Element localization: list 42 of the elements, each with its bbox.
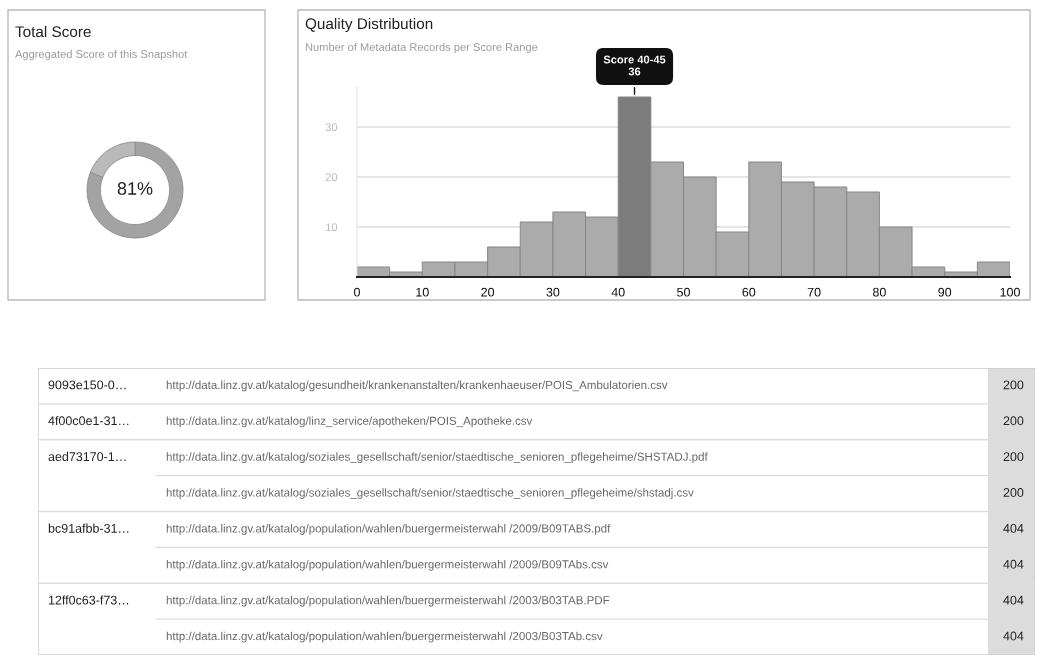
data-label: 200	[1003, 488, 1024, 497]
category-label: 9093e150-0…	[48, 380, 126, 390]
chart-subtitle: Aggregated Score of this Snapshot	[15, 49, 188, 61]
category-label: bc91afbb-31…	[48, 523, 129, 533]
x-tick-label: 40	[611, 287, 625, 297]
text: http://data.linz.gv.at/katalog/soziales_gesellschaft/senior/staedtische_senioren_pflegeheime/SHSTADJ.pdf	[166, 452, 708, 464]
chart-title: Total Score	[15, 25, 91, 38]
x-tick-label: 60	[742, 287, 756, 297]
x-tick-label: 20	[481, 287, 495, 297]
text: 81%	[117, 182, 153, 195]
data-label: 200	[1003, 452, 1024, 462]
text: http://data.linz.gv.at/katalog/population/wahlen/buergermeisterwahl /2009/B09TABS.pdf	[166, 524, 611, 535]
y-tick-label: 20	[325, 173, 338, 182]
data-label: 404	[1003, 559, 1024, 569]
x-tick-label: 0	[354, 287, 360, 297]
text: http://data.linz.gv.at/katalog/soziales_gesellschaft/senior/staedtische_senioren_pflegeheime/shstadj.csv	[166, 488, 694, 499]
data-label: 200	[1003, 416, 1024, 426]
text: http://data.linz.gv.at/katalog/population/wahlen/buergermeisterwahl /2009/B09TAbs.csv	[166, 559, 609, 571]
data-label: 404	[1003, 595, 1024, 605]
x-tick-label: 10	[416, 287, 429, 297]
y-tick-label: 10	[326, 223, 338, 232]
x-tick-label: 100	[1000, 287, 1020, 297]
data-label: 200	[1003, 380, 1024, 390]
x-tick-label: 50	[677, 287, 690, 297]
x-tick-label: 70	[807, 287, 821, 297]
annotation: Score 40-45 36	[603, 55, 666, 76]
x-tick-label: 30	[546, 287, 560, 297]
text: http://data.linz.gv.at/katalog/population/wahlen/buergermeisterwahl /2003/B03TAb.csv	[166, 631, 603, 643]
y-tick-label: 30	[325, 123, 338, 132]
x-tick-label: 90	[938, 287, 952, 297]
category-label: 12ff0c63-f73…	[48, 595, 129, 605]
chart-subtitle: Number of Metadata Records per Score Range	[305, 42, 538, 54]
category-label: aed73170-1…	[48, 451, 126, 462]
x-tick-label: 80	[872, 287, 886, 297]
category-label: 4f00c0e1-31…	[48, 416, 129, 426]
text: http://data.linz.gv.at/katalog/population/wahlen/buergermeisterwahl /2003/B03TAB.PDF	[166, 595, 610, 607]
chart-title: Quality Distribution	[305, 17, 433, 33]
data-label: 404	[1003, 523, 1024, 533]
donut-slice	[86, 141, 184, 239]
data-label: 404	[1003, 631, 1024, 641]
text: http://data.linz.gv.at/katalog/linz_service/apotheken/POIS_Apotheke.csv	[166, 416, 533, 428]
text: http://data.linz.gv.at/katalog/gesundheit/krankenanstalten/krankenhaeuser/POIS_Ambulatorien.csv	[166, 380, 668, 392]
